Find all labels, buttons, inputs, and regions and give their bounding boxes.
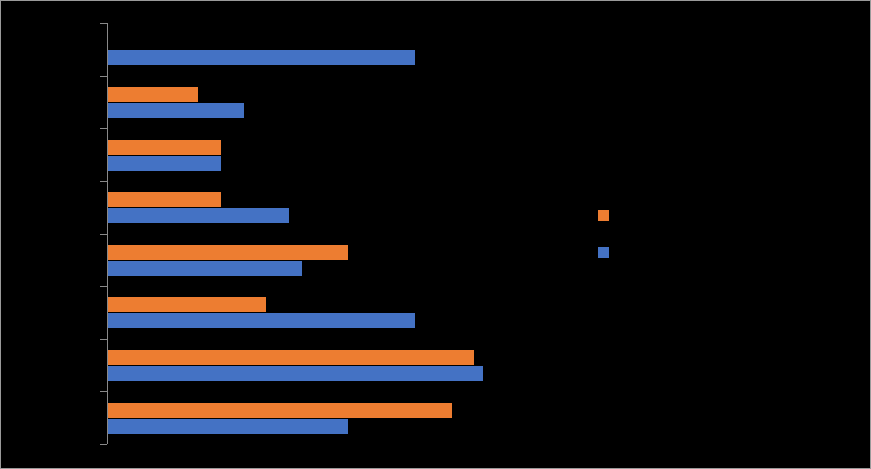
bar-orange-cat6 (108, 297, 266, 312)
y-axis-tick (100, 339, 107, 340)
y-axis-tick (100, 391, 107, 392)
bar-blue-cat2 (108, 103, 244, 118)
bar-orange-cat3 (108, 140, 221, 155)
bar-blue-cat3 (108, 156, 221, 171)
bar-orange-cat7 (108, 350, 474, 365)
y-axis-tick (100, 444, 107, 445)
bar-orange-cat2 (108, 87, 198, 102)
bar-blue-cat8 (108, 419, 348, 434)
y-axis-tick (100, 128, 107, 129)
bar-blue-cat7 (108, 366, 483, 381)
bar-orange-cat4 (108, 192, 221, 207)
bar-blue-cat1 (108, 50, 415, 65)
y-axis-tick (100, 181, 107, 182)
bar-blue-cat5 (108, 261, 302, 276)
bar-orange-cat5 (108, 245, 348, 260)
bar-orange-cat8 (108, 403, 452, 418)
y-axis-tick (100, 23, 107, 24)
y-axis-tick (100, 76, 107, 77)
y-axis-tick (100, 286, 107, 287)
bar-blue-cat4 (108, 208, 289, 223)
bar-blue-cat6 (108, 313, 415, 328)
y-axis-tick (100, 234, 107, 235)
y-axis-line (107, 23, 108, 444)
